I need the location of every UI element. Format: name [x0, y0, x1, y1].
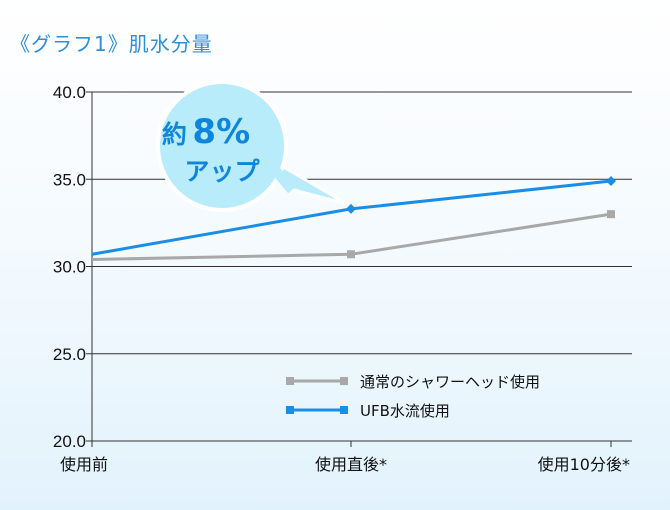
x-tick-label: 使用10分後*	[538, 455, 630, 474]
series-line-1	[91, 179, 612, 256]
series-layer	[91, 175, 616, 262]
legend-marker	[340, 377, 348, 385]
callout-circle	[156, 80, 288, 212]
legend-label: UFB水流使用	[360, 402, 450, 420]
callout-prefix: 約	[162, 120, 187, 149]
legend-label: 通常のシャワーヘッド使用	[360, 373, 540, 391]
x-tick-label: 使用前	[60, 455, 108, 474]
callout-line1: 約 8%	[162, 112, 250, 152]
x-tick-label: 使用直後*	[315, 455, 387, 474]
chart-title: 《グラフ1》肌水分量	[10, 32, 213, 56]
callout-bubble: 約 8% アップ	[156, 80, 349, 212]
x-axis: 使用前 使用直後* 使用10分後*	[60, 441, 630, 474]
data-point	[346, 203, 356, 214]
y-axis: 20.0 25.0 30.0 35.0 40.0	[53, 83, 93, 451]
y-tick-label: 35.0	[53, 170, 86, 189]
y-tick-label: 25.0	[53, 345, 86, 364]
legend-marker	[286, 406, 294, 414]
callout-line2: アップ	[184, 157, 260, 186]
data-point	[347, 250, 355, 259]
legend-marker	[340, 406, 348, 414]
legend-marker	[286, 377, 294, 385]
y-tick-label: 40.0	[53, 83, 86, 102]
legend: 通常のシャワーヘッド使用 UFB水流使用	[286, 373, 540, 420]
callout-value: 8%	[192, 112, 250, 152]
y-tick-label: 30.0	[53, 258, 86, 277]
data-point	[607, 210, 615, 219]
y-tick-label: 20.0	[53, 432, 86, 451]
data-point	[606, 175, 616, 186]
